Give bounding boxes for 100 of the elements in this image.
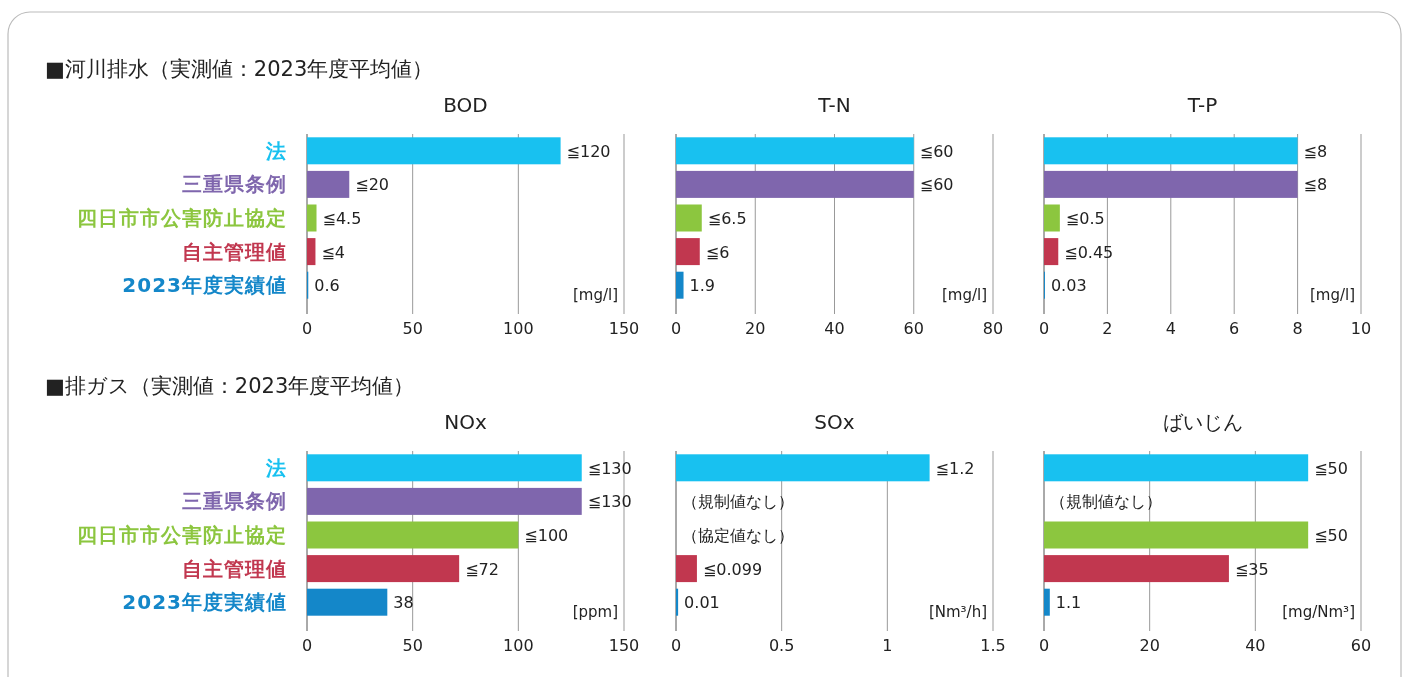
x-tick-label: 20 <box>745 319 766 338</box>
bar <box>307 487 582 515</box>
bar <box>307 238 316 266</box>
data-label: 0.6 <box>314 276 340 296</box>
text: （協定値なし） <box>682 526 794 545</box>
data-label: ≦20 <box>355 175 390 195</box>
y-tick-label: 四日市市公害防止協定 <box>77 206 287 230</box>
data-label: 1.1 <box>1055 593 1082 613</box>
text: （規制値なし） <box>682 492 794 512</box>
data-label: ≦4 <box>321 242 346 262</box>
annotation: [mg/l] <box>941 286 987 304</box>
data-label: ≦60 <box>919 175 954 195</box>
y-tick-label: 自主管理値 <box>182 239 287 264</box>
bar <box>1044 588 1050 616</box>
annotation: [Nm³/h] <box>928 603 987 621</box>
y-tick-label: 三重県条例 <box>182 172 287 197</box>
data-label: ≦60 <box>919 141 954 161</box>
text: （規制値なし） <box>1050 492 1162 512</box>
data-label: ≦130 <box>587 492 632 512</box>
bar <box>1044 170 1298 198</box>
x-tick-label: 50 <box>402 319 423 338</box>
x-tick-label: 0 <box>670 319 682 338</box>
data-label: ≦0.099 <box>702 559 763 579</box>
x-tick-label: 150 <box>608 319 640 338</box>
bar <box>307 170 350 198</box>
bar <box>1044 454 1309 482</box>
data-label: ≦0.5 <box>1065 209 1105 228</box>
y-tick-label: 三重県条例 <box>182 489 287 514</box>
y-tick-label: 2023年度実績値 <box>122 273 287 298</box>
chart-title: SOx <box>814 410 855 434</box>
bar <box>307 555 460 583</box>
x-tick-label: 100 <box>503 319 534 338</box>
bar <box>676 271 684 299</box>
data-label: ≦130 <box>587 458 632 478</box>
bar <box>676 238 700 266</box>
x-tick-label: 50 <box>402 636 423 655</box>
bar <box>1044 521 1309 549</box>
chart-subtitle: ■排ガス（実測値：2023年度平均値） <box>45 374 415 398</box>
bar <box>1044 238 1059 266</box>
data-label: 0.03 <box>1050 276 1087 296</box>
data-label: ≦100 <box>524 526 569 545</box>
x-tick-label: 80 <box>982 319 1004 338</box>
x-tick-label: 20 <box>1139 636 1160 655</box>
bar <box>1044 137 1298 165</box>
x-tick-label: 40 <box>1245 636 1266 655</box>
x-tick-label: 0 <box>301 319 313 338</box>
annotation: [mg/l] <box>1309 286 1355 304</box>
data-label: ≦6.5 <box>707 209 747 228</box>
data-label: ≦8 <box>1303 141 1328 161</box>
bar <box>307 454 582 482</box>
x-tick-label: 1.5 <box>980 636 1006 655</box>
x-tick-label: 4 <box>1165 319 1176 338</box>
x-tick-label: 0 <box>670 636 682 655</box>
x-tick-label: 6 <box>1229 319 1240 338</box>
data-label: ≦6 <box>705 242 730 262</box>
annotation: [ppm] <box>572 603 618 621</box>
bar <box>676 204 702 232</box>
data-label: ≦72 <box>465 559 499 579</box>
y-tick-label: 2023年度実績値 <box>122 590 287 615</box>
bar <box>676 170 914 198</box>
annotation: [mg/l] <box>572 286 618 304</box>
bar <box>307 137 561 165</box>
data-label: ≦120 <box>566 141 611 161</box>
y-tick-label: 法 <box>265 138 287 163</box>
bar <box>307 521 519 549</box>
bar <box>676 454 930 482</box>
y-tick-label: 法 <box>265 455 287 480</box>
chart-title: BOD <box>443 93 488 117</box>
x-tick-label: 0 <box>301 636 313 655</box>
x-tick-label: 60 <box>903 319 924 338</box>
x-tick-label: 0 <box>1038 636 1050 655</box>
bar <box>676 588 679 616</box>
y-tick-label: 自主管理値 <box>182 556 287 581</box>
chart-title: T-P <box>1186 93 1218 117</box>
data-label: 0.01 <box>684 593 720 613</box>
data-label: ≦8 <box>1303 175 1328 195</box>
data-label: ≦4.5 <box>322 209 362 228</box>
x-tick-label: 100 <box>503 636 534 655</box>
bar <box>307 588 388 616</box>
x-tick-label: 0 <box>1038 319 1050 338</box>
x-tick-label: 2 <box>1102 319 1113 338</box>
bar <box>1044 204 1060 232</box>
data-label: 38 <box>393 593 414 613</box>
x-tick-label: 150 <box>608 636 640 655</box>
x-tick-label: 10 <box>1350 319 1372 338</box>
data-label: 1.9 <box>689 276 715 296</box>
data-label: ≦1.2 <box>935 458 975 478</box>
x-tick-label: 0.5 <box>768 636 795 655</box>
y-tick-label: 四日市市公害防止協定 <box>77 523 287 547</box>
x-tick-label: 8 <box>1292 319 1303 338</box>
x-tick-label: 60 <box>1350 636 1372 655</box>
chart-title: ばいじん <box>1162 410 1243 434</box>
data-label: ≦35 <box>1234 559 1269 579</box>
data-label: ≦50 <box>1314 458 1348 478</box>
chart-title: NOx <box>444 410 487 434</box>
bar <box>676 555 697 583</box>
x-tick-label: 1 <box>882 636 893 655</box>
chart-title: T-N <box>817 93 851 117</box>
data-label: ≦50 <box>1314 526 1348 545</box>
x-tick-label: 40 <box>824 319 845 338</box>
